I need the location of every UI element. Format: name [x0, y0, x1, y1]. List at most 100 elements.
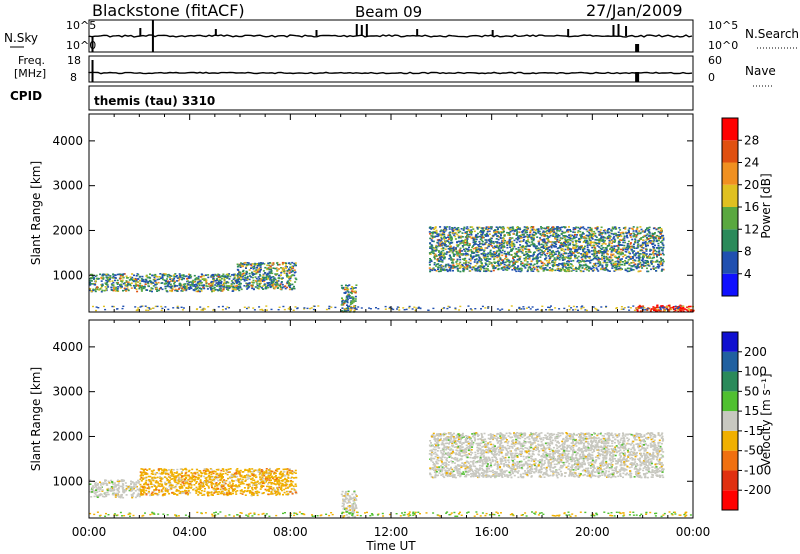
scatter-cell	[160, 309, 163, 311]
scatter-cell	[596, 227, 599, 229]
scatter-cell	[200, 288, 203, 290]
scatter-cell	[604, 229, 606, 231]
scatter-cell	[503, 263, 506, 266]
scatter-cell	[484, 234, 487, 236]
scatter-cell	[276, 264, 279, 266]
scatter-cell	[496, 256, 499, 258]
scatter-cell	[484, 254, 486, 257]
scatter-cell	[533, 257, 536, 260]
scatter-cell	[593, 230, 596, 233]
scatter-cell	[135, 284, 138, 286]
scatter-cell	[189, 277, 192, 279]
scatter-cell	[574, 246, 577, 248]
scatter-cell	[285, 282, 288, 285]
freq-spike	[635, 72, 640, 82]
scatter-cell	[598, 252, 601, 254]
scatter-cell	[539, 233, 542, 236]
scatter-cell	[551, 270, 554, 272]
scatter-cell	[542, 245, 545, 247]
scatter-cell	[563, 262, 566, 264]
scatter-cell	[288, 275, 291, 278]
scatter-cell	[278, 306, 281, 308]
scatter-cell	[623, 237, 626, 239]
scatter-cell	[456, 229, 459, 232]
scatter-cell	[468, 258, 471, 261]
scatter-cell	[464, 266, 467, 269]
scatter-cell	[284, 287, 287, 290]
scatter-cell	[661, 234, 664, 237]
scatter-cell	[543, 241, 546, 243]
scatter-cell	[525, 307, 528, 309]
scatter-cell	[447, 240, 450, 242]
scatter-cell	[599, 229, 602, 231]
scatter-cell	[449, 245, 452, 248]
scatter-cell	[133, 487, 136, 490]
scatter-cell	[524, 267, 527, 269]
scatter-cell	[109, 275, 112, 277]
scatter-cell	[519, 244, 522, 246]
scatter-cell	[669, 307, 672, 309]
scatter-cell	[430, 246, 433, 248]
scatter-cell	[467, 261, 470, 264]
scatter-cell	[622, 255, 625, 258]
scatter-cell	[230, 280, 233, 282]
scatter-cell	[670, 308, 673, 311]
scatter-cell	[495, 265, 498, 267]
scatter-cell	[442, 254, 445, 256]
scatter-cell	[616, 237, 619, 239]
scatter-cell	[137, 284, 139, 287]
scatter-cell	[458, 309, 461, 311]
scatter-cell	[587, 249, 590, 251]
scatter-cell	[639, 305, 642, 308]
scatter-cell	[179, 276, 182, 278]
scatter-cell	[463, 248, 465, 251]
scatter-cell	[621, 268, 623, 270]
scatter-cell	[587, 242, 590, 244]
scatter-cell	[131, 273, 134, 275]
scatter-cell	[236, 268, 239, 271]
scatter-cell	[120, 494, 123, 496]
scatter-cell	[144, 305, 147, 307]
velocity-scatter	[89, 432, 692, 519]
scatter-cell	[456, 233, 459, 236]
scatter-cell	[127, 486, 130, 488]
scatter-cell	[443, 252, 446, 254]
scatter-cell	[227, 274, 230, 277]
scatter-cell	[448, 226, 451, 228]
scatter-cell	[388, 306, 391, 309]
scatter-cell	[531, 255, 534, 257]
scatter-cell	[679, 309, 682, 311]
scatter-cell	[562, 269, 565, 271]
scatter-cell	[519, 308, 522, 310]
scatter-cell	[281, 283, 284, 286]
scatter-cell	[571, 241, 574, 244]
scatter-cell	[184, 283, 187, 285]
scatter-cell	[569, 239, 572, 242]
scatter-cell	[453, 234, 456, 237]
scatter-cell	[193, 285, 196, 287]
scatter-cell	[152, 285, 155, 287]
scatter-cell	[628, 256, 631, 259]
scatter-cell	[166, 285, 169, 288]
scatter-cell	[292, 267, 295, 269]
scatter-cell	[574, 268, 577, 271]
scatter-cell	[624, 268, 627, 270]
scatter-cell	[472, 241, 475, 244]
scatter-cell	[598, 243, 601, 245]
scatter-cell	[250, 281, 253, 284]
scatter-cell	[599, 239, 602, 242]
scatter-cell	[574, 255, 576, 258]
scatter-cell	[556, 247, 559, 250]
scatter-cell	[258, 285, 261, 288]
scatter-cell	[251, 273, 254, 276]
scatter-cell	[449, 264, 452, 267]
scatter-cell	[447, 245, 450, 247]
scatter-cell	[548, 241, 551, 243]
scatter-cell	[535, 265, 538, 268]
scatter-cell	[662, 253, 665, 256]
scatter-cell	[545, 244, 548, 246]
scatter-cell	[510, 254, 513, 256]
scatter-cell	[590, 237, 593, 239]
scatter-cell	[281, 277, 284, 279]
scatter-cell	[92, 289, 95, 292]
